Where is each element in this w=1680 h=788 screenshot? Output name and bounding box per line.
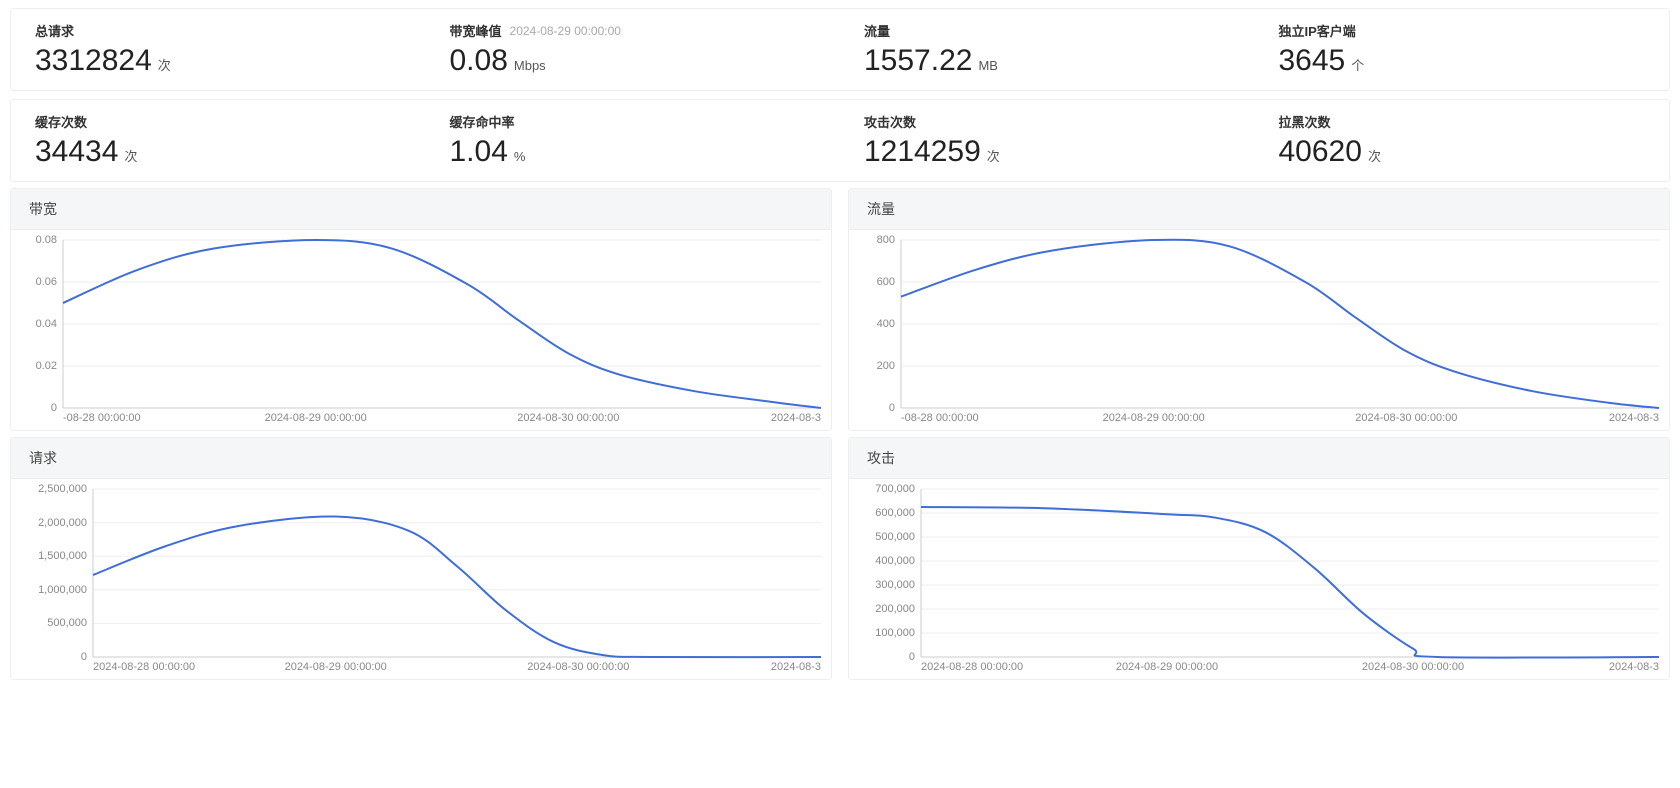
stat-value: 0.08 [450, 44, 508, 78]
chart-xtick: 2024-08-3 [1609, 661, 1659, 673]
chart-xtick: 2024-08-28 00:00:00 [93, 661, 195, 673]
stat-label-text: 流量 [864, 21, 890, 40]
chart-xtick: 2024-08-30 00:00:00 [1355, 412, 1457, 424]
chart-body: 00.020.040.060.08-08-28 00:00:002024-08-… [11, 230, 831, 430]
stat-value-row: 3312824 次 [35, 44, 402, 78]
chart-xtick: 2024-08-29 00:00:00 [265, 412, 367, 424]
stat-value: 1214259 [864, 135, 981, 169]
stat-card: 缓存命中率 1.04 % [426, 112, 841, 169]
stat-unit: 次 [158, 55, 171, 74]
stat-value-row: 1557.22 MB [864, 44, 1231, 78]
stat-value: 1.04 [450, 135, 508, 169]
stat-unit: 次 [1368, 146, 1381, 165]
stat-card: 带宽峰值 2024-08-29 00:00:00 0.08 Mbps [426, 21, 841, 78]
chart-title: 请求 [11, 438, 831, 479]
stat-card: 缓存次数 34434 次 [11, 112, 426, 169]
stat-label-text: 拉黑次数 [1279, 112, 1331, 131]
stat-card: 拉黑次数 40620 次 [1255, 112, 1670, 169]
chart-title: 攻击 [849, 438, 1669, 479]
chart-bandwidth: 带宽 00.020.040.060.08-08-28 00:00:002024-… [10, 188, 832, 431]
chart-body: 0500,0001,000,0001,500,0002,000,0002,500… [11, 479, 831, 679]
stat-card: 攻击次数 1214259 次 [840, 112, 1255, 169]
chart-xtick: -08-28 00:00:00 [63, 412, 141, 424]
stat-unit: MB [978, 58, 998, 73]
chart-title: 流量 [849, 189, 1669, 230]
stat-value: 34434 [35, 135, 118, 169]
chart-xtick: 2024-08-30 00:00:00 [517, 412, 619, 424]
stat-unit: 个 [1351, 55, 1364, 74]
chart-xtick: 2024-08-28 00:00:00 [921, 661, 1023, 673]
stat-card: 总请求 3312824 次 [11, 21, 426, 78]
stat-label: 带宽峰值 2024-08-29 00:00:00 [450, 21, 817, 40]
chart-title: 带宽 [11, 189, 831, 230]
stat-label-text: 独立IP客户端 [1279, 21, 1356, 40]
chart-xtick: 2024-08-3 [771, 412, 821, 424]
chart-xtick: -08-28 00:00:00 [901, 412, 979, 424]
stat-label-text: 总请求 [35, 21, 74, 40]
stat-label-text: 缓存命中率 [450, 112, 515, 131]
chart-xtick: 2024-08-3 [771, 661, 821, 673]
chart-xtick: 2024-08-29 00:00:00 [1116, 661, 1218, 673]
chart-body: 0200400600800-08-28 00:00:002024-08-29 0… [849, 230, 1669, 430]
stat-unit: 次 [987, 146, 1000, 165]
stat-value-row: 3645 个 [1279, 44, 1646, 78]
chart-xtick: 2024-08-29 00:00:00 [1103, 412, 1205, 424]
stat-label-text: 缓存次数 [35, 112, 87, 131]
chart-xtick: 2024-08-3 [1609, 412, 1659, 424]
chart-attacks: 攻击 0100,000200,000300,000400,000500,0006… [848, 437, 1670, 680]
stat-card: 独立IP客户端 3645 个 [1255, 21, 1670, 78]
stat-value: 3645 [1279, 44, 1346, 78]
stat-sublabel: 2024-08-29 00:00:00 [510, 24, 621, 38]
stat-label-text: 带宽峰值 [450, 21, 502, 40]
chart-xtick: 2024-08-30 00:00:00 [527, 661, 629, 673]
chart-requests: 请求 0500,0001,000,0001,500,0002,000,0002,… [10, 437, 832, 680]
stat-value: 1557.22 [864, 44, 972, 78]
stat-card: 流量 1557.22 MB [840, 21, 1255, 78]
chart-traffic: 流量 0200400600800-08-28 00:00:002024-08-2… [848, 188, 1670, 431]
charts-grid: 带宽 00.020.040.060.08-08-28 00:00:002024-… [10, 188, 1670, 680]
stat-label-text: 攻击次数 [864, 112, 916, 131]
stats-row-2: 缓存次数 34434 次 缓存命中率 1.04 % 攻击次数 1214259 次… [10, 99, 1670, 182]
stat-unit: % [514, 149, 526, 164]
stat-unit: 次 [124, 146, 137, 165]
stat-label: 独立IP客户端 [1279, 21, 1646, 40]
stat-value: 3312824 [35, 44, 152, 78]
stats-row-1: 总请求 3312824 次 带宽峰值 2024-08-29 00:00:00 0… [10, 8, 1670, 91]
chart-xtick: 2024-08-29 00:00:00 [285, 661, 387, 673]
stat-unit: Mbps [514, 58, 546, 73]
stat-label: 总请求 [35, 21, 402, 40]
chart-body: 0100,000200,000300,000400,000500,000600,… [849, 479, 1669, 679]
stat-label: 流量 [864, 21, 1231, 40]
chart-xtick: 2024-08-30 00:00:00 [1362, 661, 1464, 673]
stat-value: 40620 [1279, 135, 1362, 169]
stat-value-row: 0.08 Mbps [450, 44, 817, 78]
